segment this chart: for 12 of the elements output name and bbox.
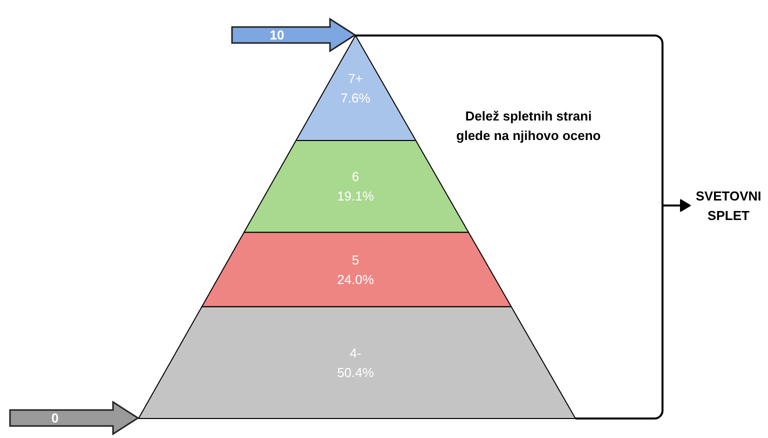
category-label: 6	[352, 169, 360, 184]
category-label: 5	[352, 252, 360, 268]
text: Delež spletnih strani glede na njihovo oceno	[456, 108, 601, 143]
text: 10	[270, 28, 284, 42]
data-label: 19.1%	[337, 188, 374, 204]
data-label: 24.0%	[337, 272, 374, 287]
text: SVETOVNI SPLET	[696, 188, 762, 223]
category-label: 7+	[348, 70, 363, 86]
data-label: 50.4%	[337, 364, 374, 380]
data-label: 7.6%	[340, 90, 371, 106]
text: 0	[51, 410, 59, 426]
category-label: 4-	[350, 345, 362, 360]
